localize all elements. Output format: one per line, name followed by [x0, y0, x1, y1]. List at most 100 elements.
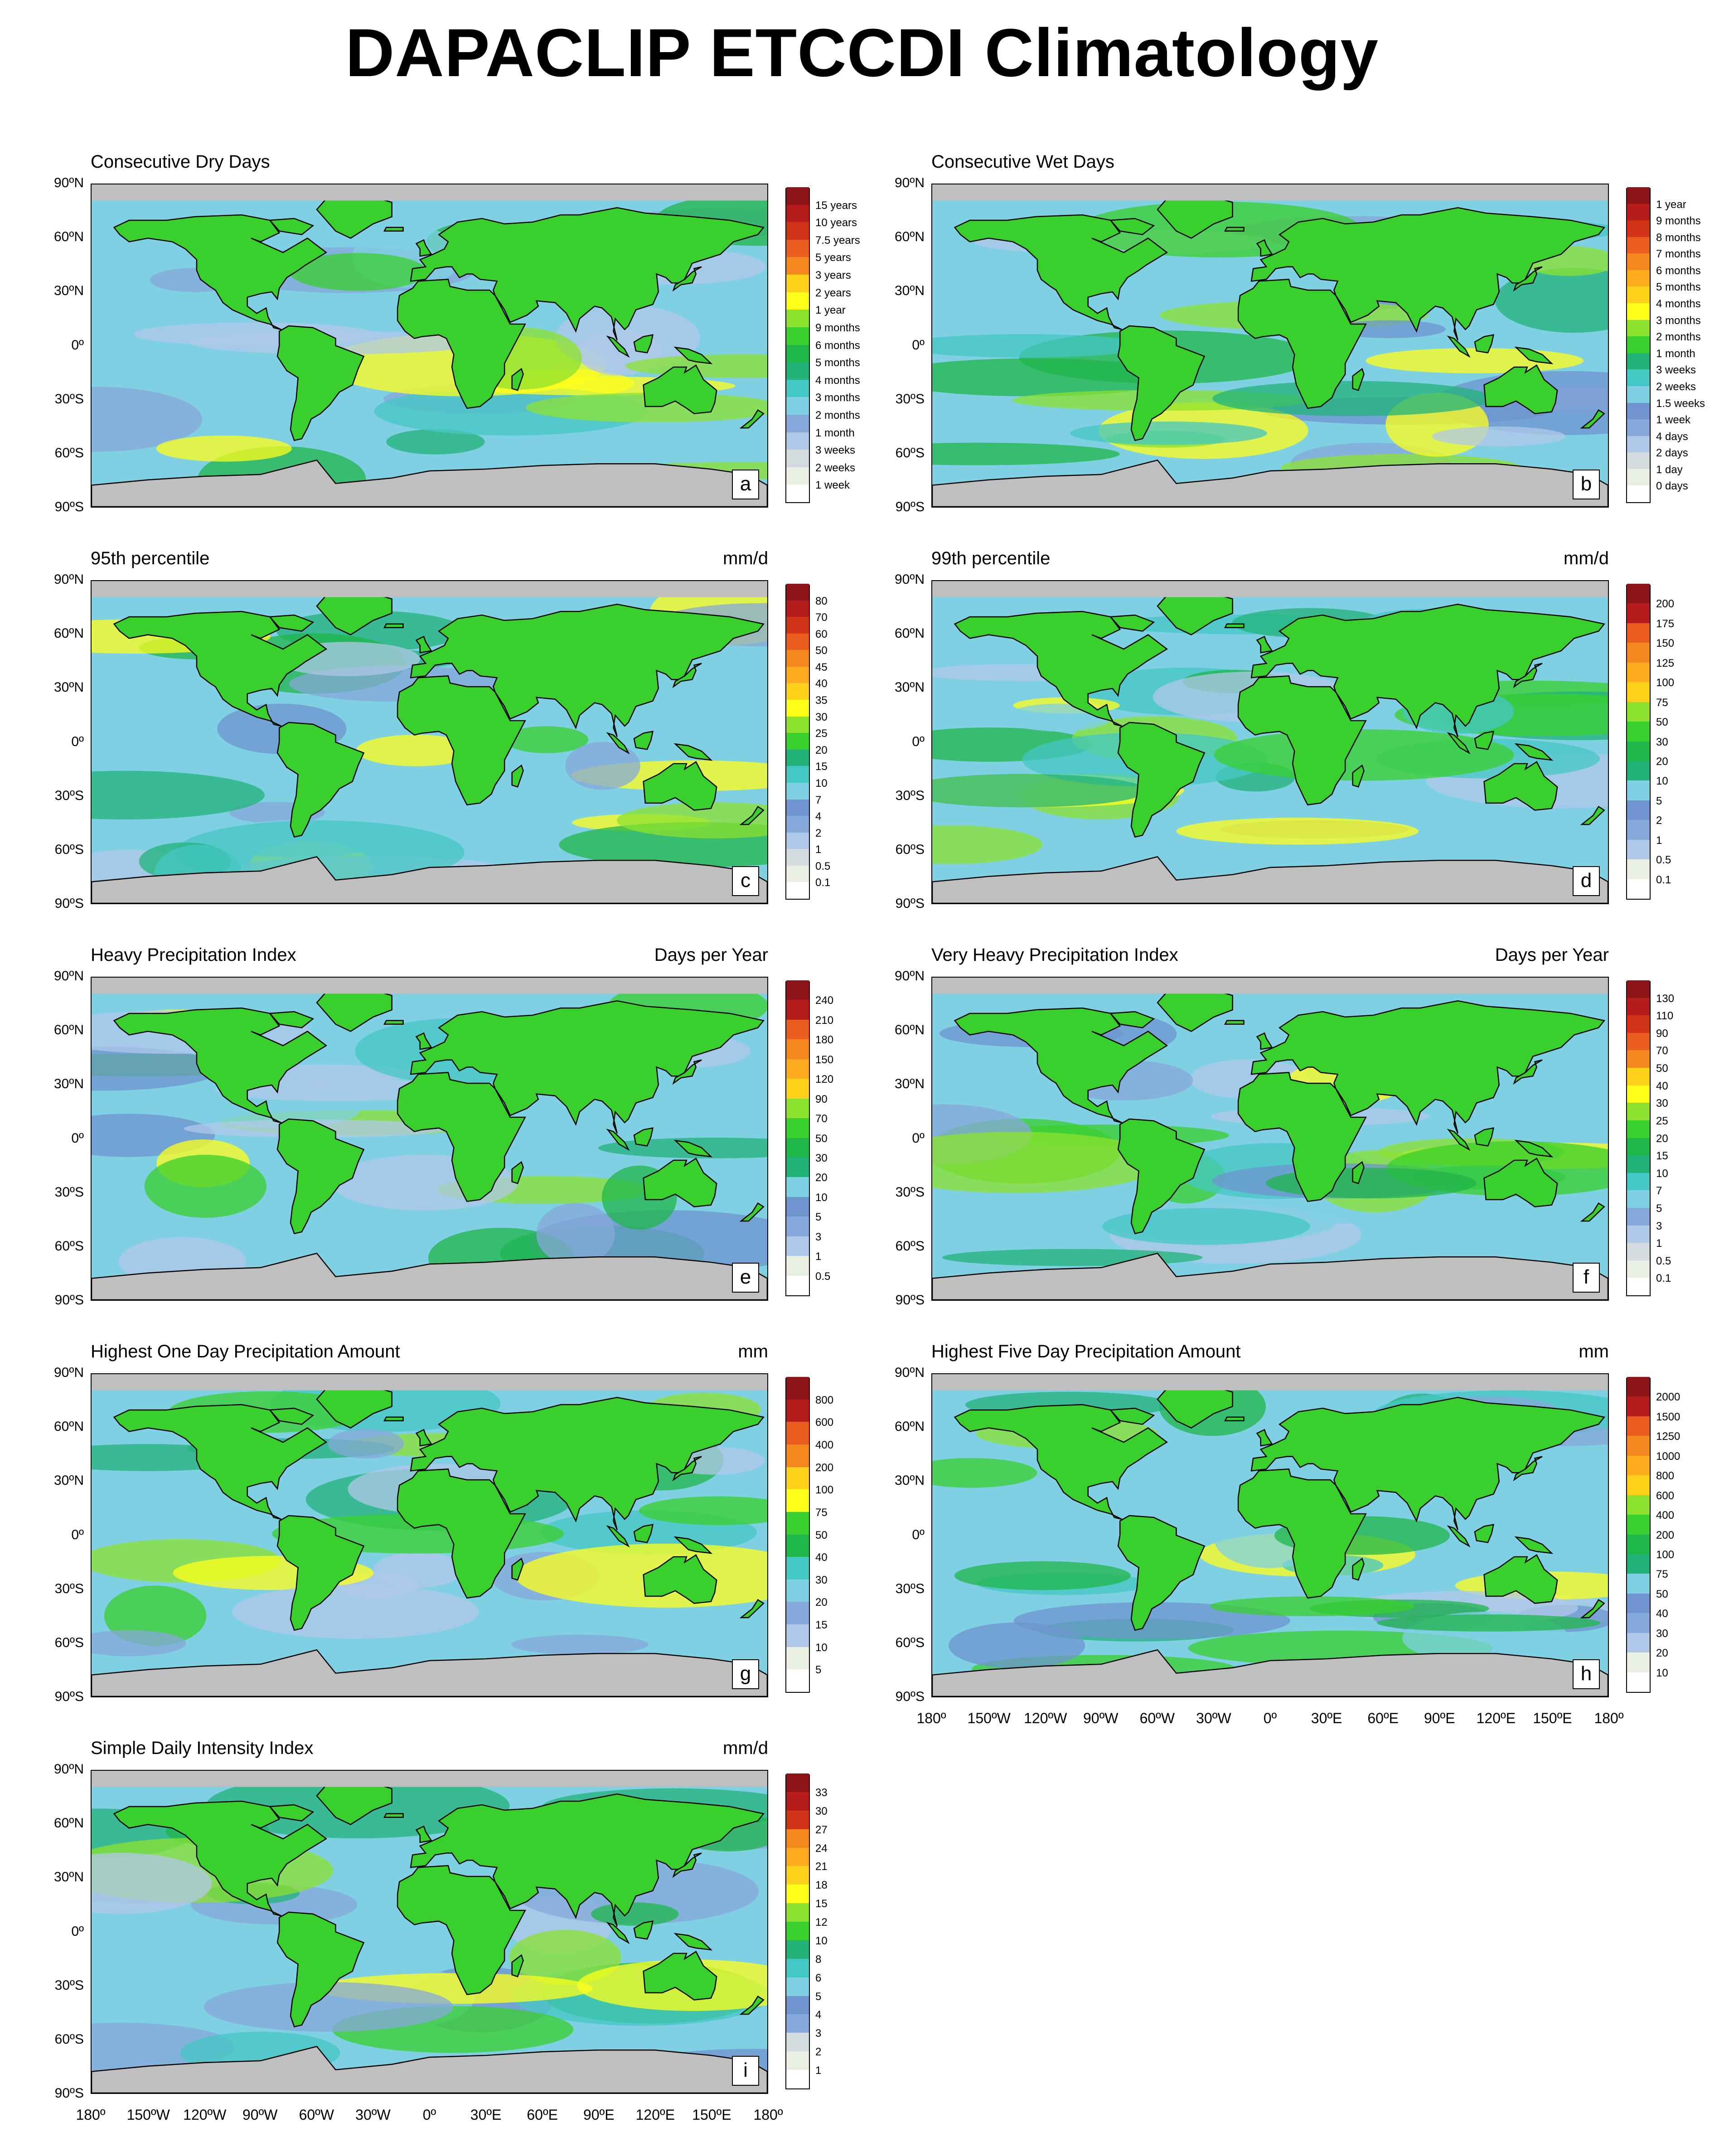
lon-label: 120ºW [183, 2107, 227, 2123]
no-data-north [92, 581, 767, 597]
panel-letter: b [1573, 470, 1600, 499]
lat-label: 0º [912, 1130, 925, 1146]
coastline-japan [672, 663, 702, 688]
colorbar-swatch [1627, 270, 1650, 287]
colorbar-swatch [786, 187, 809, 205]
coastline-eurasia [1250, 604, 1605, 737]
coastline-borneo [633, 1920, 654, 1940]
colorbar-g [785, 1376, 810, 1693]
lon-label: 90ºE [1424, 1710, 1455, 1726]
lon-label: 150ºW [126, 2107, 170, 2123]
coastline-antarctica [92, 459, 767, 507]
coastline-antarctica [932, 856, 1608, 903]
colorbar-swatch [1627, 1396, 1650, 1416]
colorbar-label: 5 [1656, 795, 1662, 807]
colorbar-swatch [1627, 1593, 1650, 1613]
coastline-british-isles [1256, 239, 1273, 257]
field-blob [175, 820, 465, 885]
coastline-british-isles [1256, 635, 1273, 654]
coastline-australia [643, 1951, 717, 2001]
coastline-borneo [633, 1127, 654, 1147]
coastline-british-isles [1256, 1429, 1273, 1447]
coastline-japan [672, 1059, 702, 1085]
colorbar-swatch [786, 1118, 809, 1138]
coastline-baffin-island [1109, 218, 1155, 235]
coastline-north-america [954, 1404, 1168, 1520]
colorbar-swatch [786, 2032, 809, 2052]
lon-label: 60ºE [527, 2107, 558, 2123]
lon-label: 180º [916, 1710, 946, 1726]
lat-label: 0º [71, 734, 84, 749]
lon-label: 120ºE [1476, 1710, 1516, 1726]
colorbar-label: 9 months [815, 321, 860, 334]
map-a: a [91, 184, 768, 508]
lat-label: 30ºS [54, 1581, 84, 1596]
panel-units-e: Days per Year [654, 945, 768, 965]
colorbar-swatch [786, 467, 809, 485]
lon-label: 60ºW [1139, 1710, 1175, 1726]
no-data-north [92, 1771, 767, 1787]
colorbar-swatch [786, 1236, 809, 1256]
colorbar-label: 20 [1656, 755, 1668, 768]
panel-title-d: 99th percentile [931, 548, 1051, 568]
colorbar-swatch [1627, 819, 1650, 840]
coastline-north-america [113, 610, 327, 727]
colorbar-b [1626, 187, 1651, 503]
coastline-australia [643, 364, 717, 414]
colorbar-label: 0.5 [1656, 1255, 1671, 1267]
colorbar-swatch [786, 766, 809, 783]
coastline-new-zealand [1580, 805, 1605, 825]
lat-label: 0º [912, 734, 925, 749]
coastline-africa [397, 1072, 526, 1202]
colorbar-swatch [1627, 485, 1650, 502]
lat-label: 0º [912, 337, 925, 353]
colorbar-label: 20 [1656, 1132, 1668, 1145]
colorbar-swatch [786, 1579, 809, 1602]
colorbar-swatch [786, 1019, 809, 1040]
lat-label: 30ºN [895, 1076, 925, 1092]
coastline-madagascar [511, 764, 524, 788]
colorbar-swatch [1627, 303, 1650, 320]
colorbar-swatch [786, 980, 809, 1000]
colorbar-swatch [786, 1039, 809, 1059]
field-blob [932, 1458, 1037, 1488]
coastline-north-america [113, 214, 327, 330]
colorbar-swatch [1627, 1102, 1650, 1120]
colorbar-swatch [786, 583, 809, 601]
coastline-antarctica [932, 459, 1608, 507]
colorbar-swatch [786, 449, 809, 467]
colorbar-swatch [786, 616, 809, 634]
colorbar-h [1626, 1376, 1651, 1693]
lon-label: 0º [1263, 1710, 1277, 1726]
map-e: e [91, 977, 768, 1301]
coastline-new-guinea [1514, 743, 1554, 761]
no-data-north [932, 581, 1608, 597]
colorbar-swatch [786, 799, 809, 816]
coastline-iceland [1224, 1020, 1245, 1025]
coastline-africa [1237, 279, 1367, 409]
coastline-madagascar [511, 368, 524, 391]
colorbar-swatch [786, 1216, 809, 1236]
coastline-south-america [276, 1911, 365, 2028]
coastline-south-america [276, 1118, 365, 1235]
colorbar-swatch [786, 649, 809, 667]
colorbar-swatch [1627, 1120, 1650, 1138]
colorbar-swatch [786, 1197, 809, 1217]
colorbar-label: 1 month [1656, 347, 1695, 360]
colorbar-swatch [1627, 336, 1650, 353]
colorbar-swatch [1627, 1416, 1650, 1436]
colorbar-label: 2 years [815, 286, 851, 299]
colorbar-label: 10 [1656, 1667, 1668, 1679]
no-data-north [932, 184, 1608, 201]
coastline-sumatra [1447, 1525, 1471, 1548]
colorbar-swatch [1627, 583, 1650, 604]
lat-label: 90ºN [895, 572, 925, 587]
lat-label: 90ºN [895, 1365, 925, 1380]
colorbar-swatch [1627, 721, 1650, 741]
coastline-new-guinea [1514, 1536, 1554, 1554]
colorbar-label: 6 months [815, 339, 860, 352]
colorbar-swatch [1627, 1672, 1650, 1692]
colorbar-label: 70 [815, 1113, 828, 1125]
colorbar-a [785, 187, 810, 503]
colorbar-swatch [786, 1647, 809, 1670]
